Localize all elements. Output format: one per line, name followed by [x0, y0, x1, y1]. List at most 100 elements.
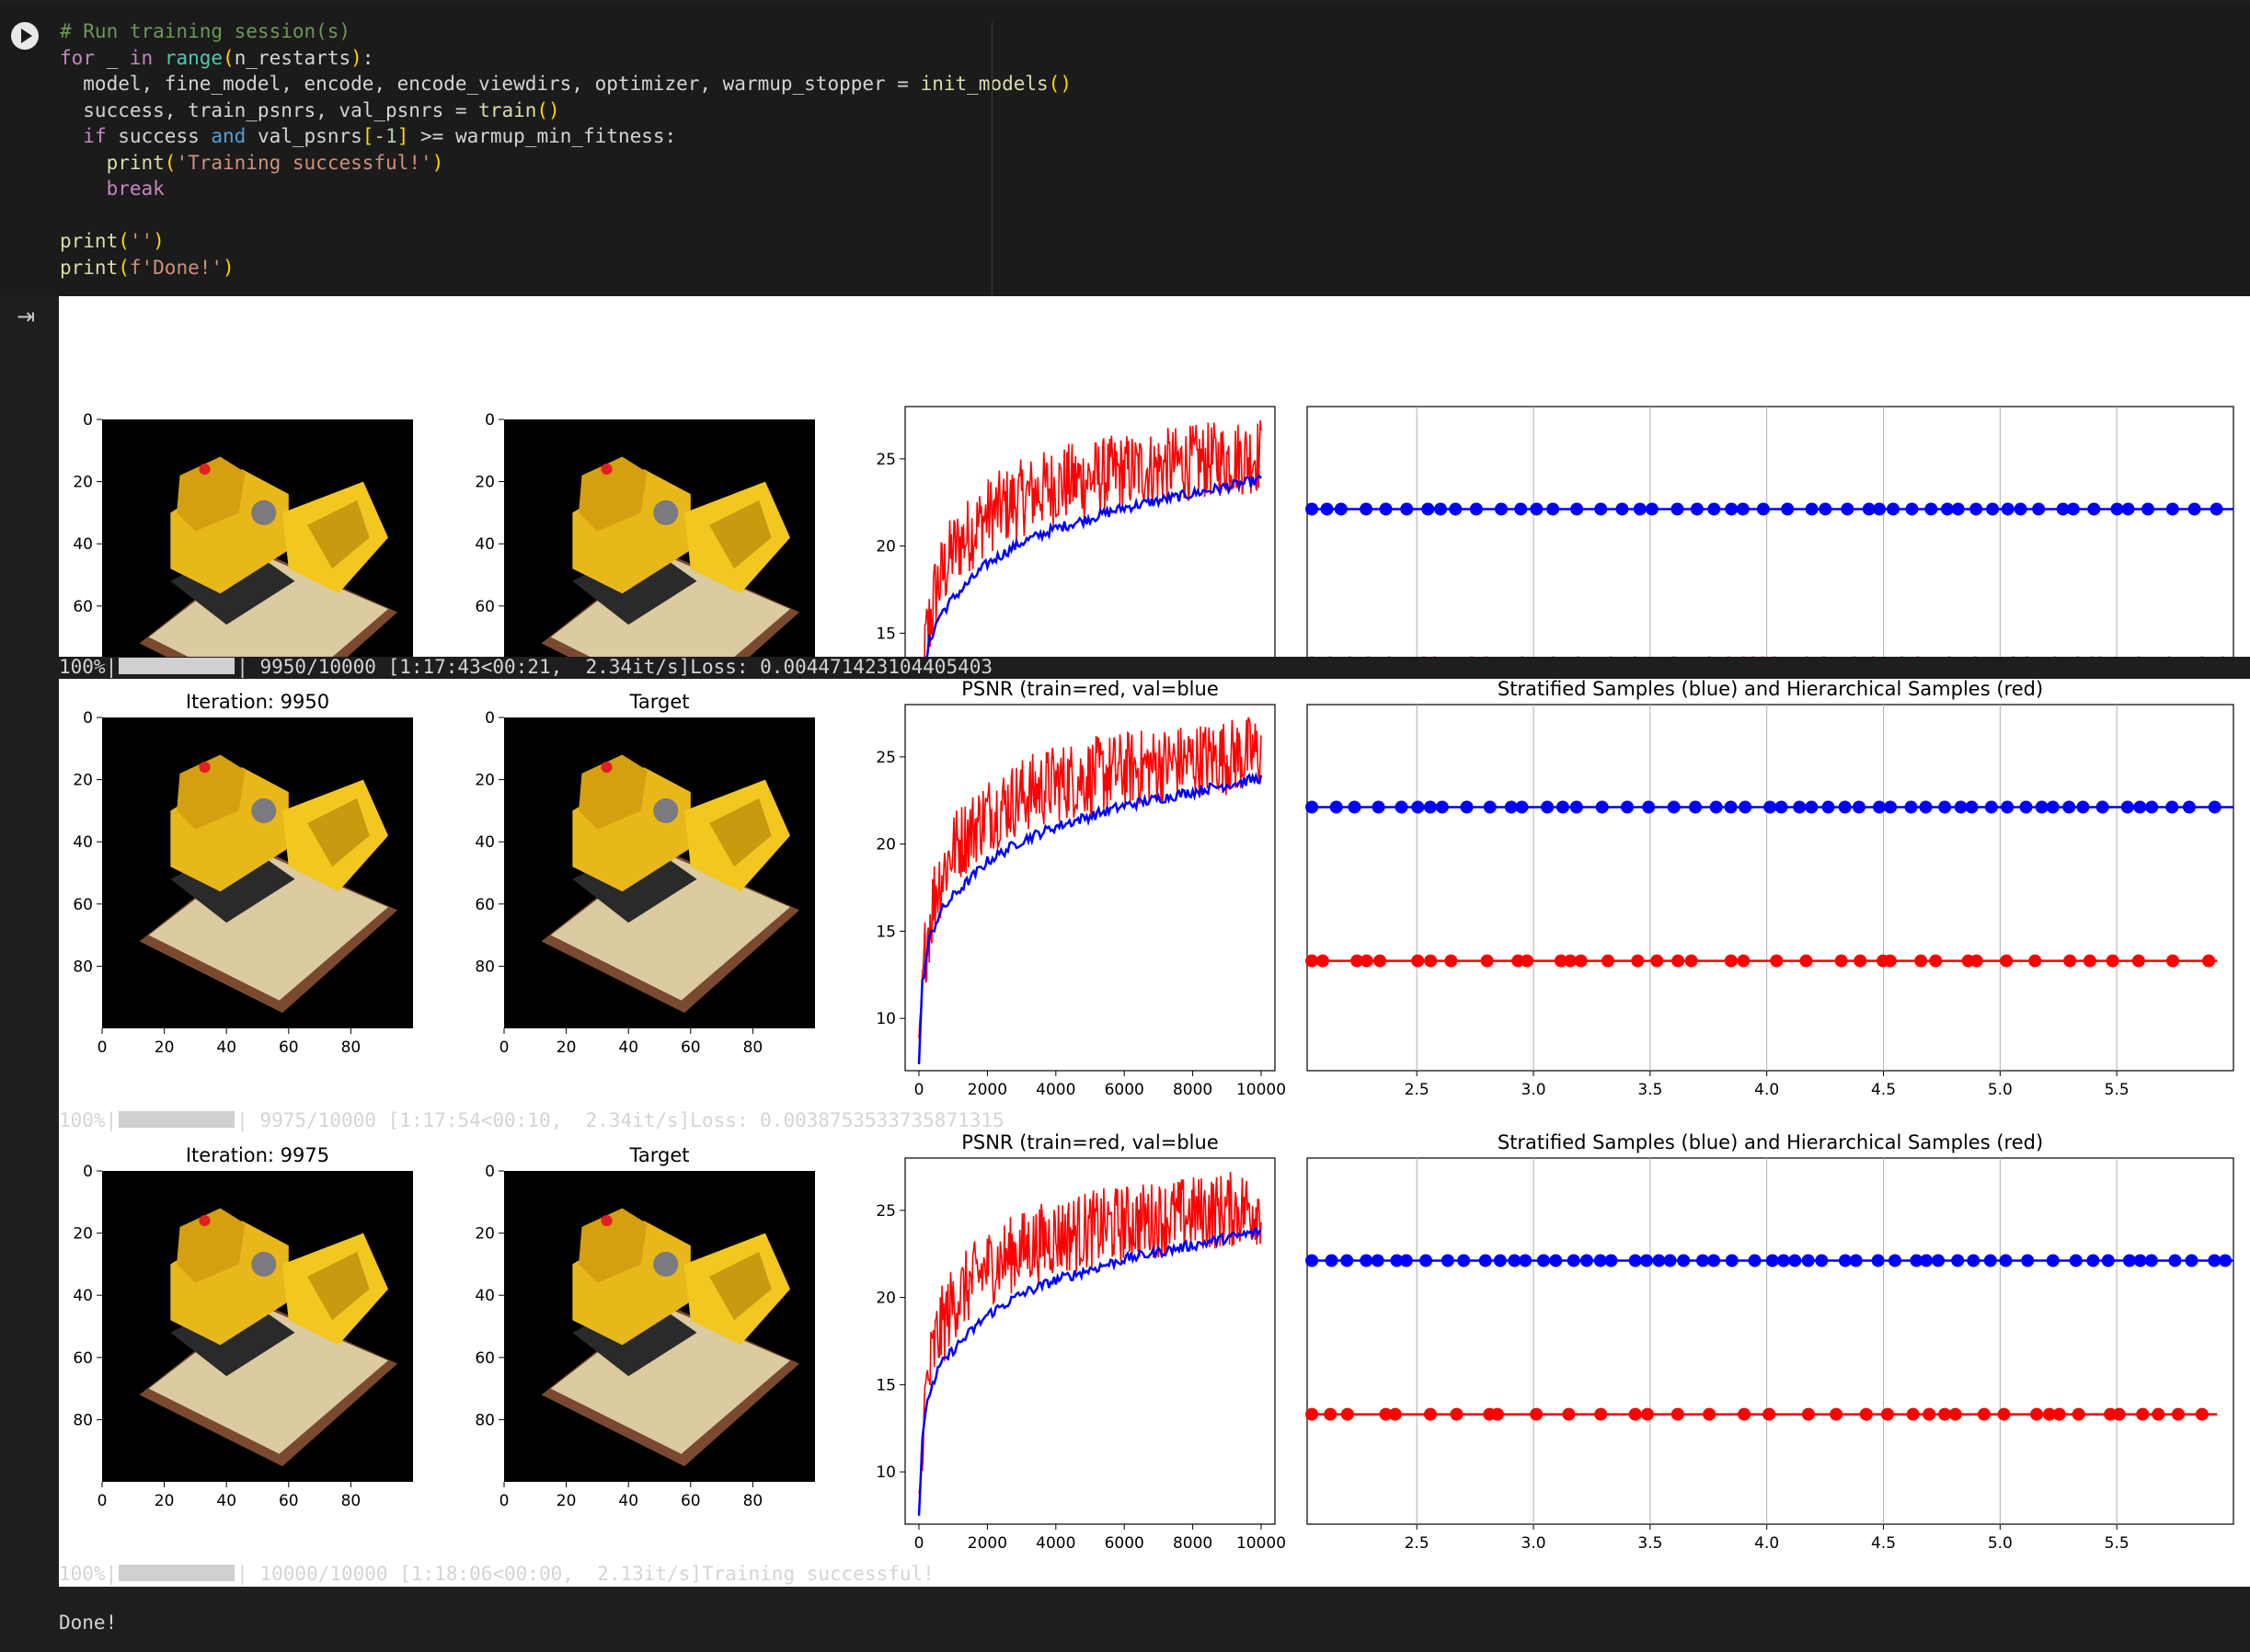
y-tick-label: 60	[475, 1349, 495, 1368]
train-psnr-line	[918, 1171, 1262, 1495]
bucket-inner	[709, 797, 772, 867]
stratified-sample-point	[2021, 1254, 2035, 1268]
stratified-sample-point	[1493, 1254, 1507, 1268]
rendered-image	[102, 717, 413, 1028]
stratified-sample-point	[1667, 800, 1681, 814]
rendered-image	[504, 717, 815, 1028]
base-surface	[148, 1304, 388, 1454]
x-tick-label: 4.5	[1871, 1534, 1896, 1553]
y-tick-label: 20	[475, 474, 495, 492]
code-editor[interactable]: # Run training session(s) for _ in range…	[60, 18, 1072, 281]
stratified-sample-point	[1567, 1254, 1580, 1268]
light	[601, 463, 613, 476]
y-tick-label: 40	[475, 833, 495, 852]
code-cell[interactable]: # Run training session(s) for _ in range…	[0, 6, 2250, 298]
stratified-sample-point	[2032, 502, 2046, 516]
psnr-title: PSNR (train=red, val=blue	[961, 679, 1219, 700]
stratified-sample-point	[2086, 1254, 2100, 1268]
hierarchical-sample-point	[1350, 954, 1364, 968]
hierarchical-sample-point	[1671, 954, 1685, 968]
x-tick-label: 4.0	[1754, 1534, 1779, 1553]
stratified-sample-point	[1774, 800, 1788, 814]
y-tick-label: 80	[73, 958, 93, 976]
y-tick-label: 60	[73, 598, 93, 616]
stratified-sample-point	[1849, 1254, 1863, 1268]
x-tick-label: 10000	[1236, 1534, 1286, 1553]
run-cell-button[interactable]	[11, 22, 39, 50]
stratified-sample-point	[1494, 502, 1508, 516]
stratified-sample-point	[2145, 800, 2159, 814]
stratified-sample-point	[1530, 502, 1544, 516]
stratified-sample-point	[1969, 502, 1983, 516]
hierarchical-sample-point	[2202, 954, 2216, 968]
stratified-sample-point	[1546, 502, 1560, 516]
stratified-sample-point	[2122, 1254, 2136, 1268]
figure-svg: Iteration: 9975 0 20 40 60 80 0 20 40 60 80 Target 0…	[73, 1132, 2234, 1553]
hierarchical-sample-point	[1640, 1407, 1654, 1421]
progress-line-1: 100%| | 9950/10000 [1:17:43<00:21, 2.34it…	[59, 656, 993, 678]
x-tick-label: 80	[341, 1038, 362, 1057]
stratified-sample-point	[2019, 800, 2033, 814]
code-line: model, fine_model, encode, encode_viewdi…	[60, 73, 1072, 95]
hierarchical-sample-point	[1923, 1407, 1936, 1421]
stratified-sample-point	[2133, 800, 2147, 814]
train-psnr-line	[918, 717, 1262, 1039]
light	[199, 463, 211, 476]
hierarchical-sample-point	[1360, 954, 1373, 968]
stratified-sample-point	[1920, 1254, 1934, 1268]
base-surface	[148, 553, 388, 657]
hierarchical-sample-point	[2195, 1407, 2209, 1421]
stratified-sample-point	[1593, 1254, 1607, 1268]
stratified-sample-point	[1519, 1254, 1533, 1268]
y-tick-label: 15	[876, 923, 896, 941]
done-output: Done!	[59, 1612, 118, 1634]
stratified-sample-point	[1748, 1254, 1762, 1268]
hierarchical-sample-point	[2030, 1407, 2044, 1421]
y-tick-label: 20	[475, 1225, 495, 1244]
stratified-sample-point	[1986, 502, 2000, 516]
stratified-sample-point	[1360, 1254, 1373, 1268]
code-line: if success and val_psnrs[-1] >= warmup_m…	[83, 125, 677, 147]
train-psnr-line	[924, 419, 1262, 657]
y-tick-label: 0	[83, 709, 93, 728]
output-toggle-icon[interactable]: ⇥	[16, 304, 36, 329]
base-surface	[148, 851, 388, 1001]
stratified-sample-point	[1965, 800, 1979, 814]
hierarchical-sample-point	[2052, 1407, 2066, 1421]
hierarchical-sample-point	[1703, 1407, 1716, 1421]
hierarchical-sample-point	[1305, 1407, 1319, 1421]
hierarchical-sample-point	[1601, 954, 1615, 968]
stratified-sample-point	[2182, 800, 2196, 814]
stratified-sample-point	[1325, 1254, 1338, 1268]
play-icon	[21, 29, 32, 43]
image-title: Target	[629, 1144, 690, 1166]
x-tick-label: 40	[618, 1038, 638, 1057]
stratified-sample-point	[1938, 800, 1952, 814]
stratified-sample-point	[1340, 1254, 1354, 1268]
hierarchical-sample-point	[1738, 1407, 1751, 1421]
stratified-sample-point	[1423, 800, 1437, 814]
bucket-inner	[709, 499, 772, 569]
cab	[579, 456, 648, 532]
engine	[653, 1251, 679, 1277]
base-surface	[550, 851, 790, 1001]
rendered-image	[504, 1171, 815, 1482]
hierarchical-sample-point	[1480, 954, 1494, 968]
y-tick-label: 60	[475, 896, 495, 914]
y-tick-label: 80	[475, 1411, 495, 1429]
stratified-sample-point	[2141, 502, 2155, 516]
stratified-sample-point	[1677, 1254, 1691, 1268]
engine	[251, 1251, 277, 1277]
base-surface	[550, 553, 790, 657]
stratified-sample-point	[1838, 1254, 1852, 1268]
stratified-sample-point	[2076, 800, 2090, 814]
y-tick-label: 10	[876, 1463, 896, 1482]
bucket-inner	[307, 499, 370, 569]
rendered-image	[504, 419, 815, 657]
y-tick-label: 40	[73, 1287, 93, 1305]
stratified-sample-point	[1763, 800, 1777, 814]
hierarchical-sample-point	[2112, 1407, 2126, 1421]
hierarchical-sample-point	[2043, 1407, 2057, 1421]
y-tick-label: 0	[83, 411, 93, 430]
x-tick-label: 60	[279, 1038, 299, 1057]
